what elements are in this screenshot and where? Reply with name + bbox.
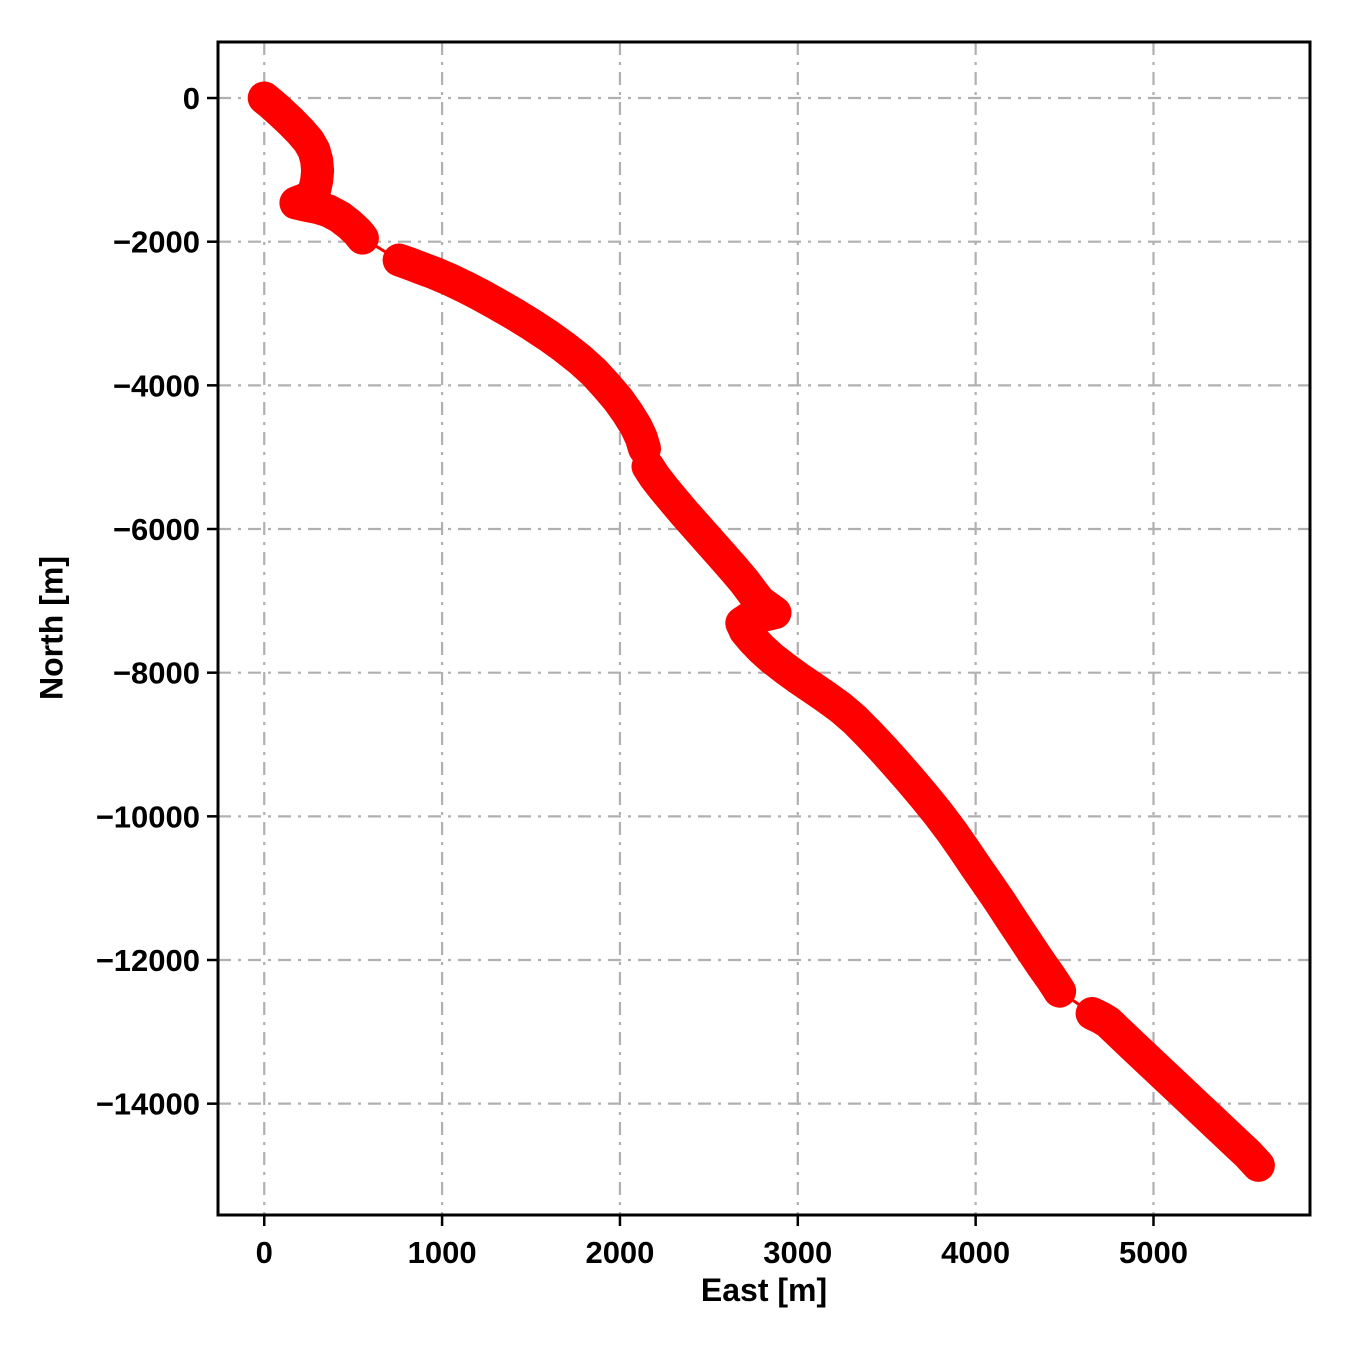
trajectory-marker-band xyxy=(631,450,1077,1008)
trajectory-marker-band xyxy=(247,81,379,255)
x-tick-label: 4000 xyxy=(941,1235,1010,1270)
y-tick-label: −14000 xyxy=(96,1087,200,1122)
y-axis-label: North [m] xyxy=(33,556,70,700)
y-tick-label: −12000 xyxy=(96,943,200,978)
x-tick-label: 0 xyxy=(256,1235,273,1270)
x-tick-label: 3000 xyxy=(763,1235,832,1270)
x-tick-label: 1000 xyxy=(408,1235,477,1270)
plot-border xyxy=(216,40,1312,1217)
y-tick-label: −2000 xyxy=(113,225,200,260)
y-tick-label: −8000 xyxy=(113,656,200,691)
y-tick-label: −6000 xyxy=(113,512,200,547)
y-tick-label: −4000 xyxy=(113,368,200,403)
y-tick-label: −10000 xyxy=(96,799,200,834)
x-tick-label: 5000 xyxy=(1119,1235,1188,1270)
trajectory-marker-band xyxy=(1075,997,1275,1182)
x-tick-label: 2000 xyxy=(585,1235,654,1270)
trajectory-marker-band xyxy=(382,243,661,466)
y-tick-label: 0 xyxy=(183,81,200,116)
x-axis-label: East [m] xyxy=(700,1272,828,1308)
